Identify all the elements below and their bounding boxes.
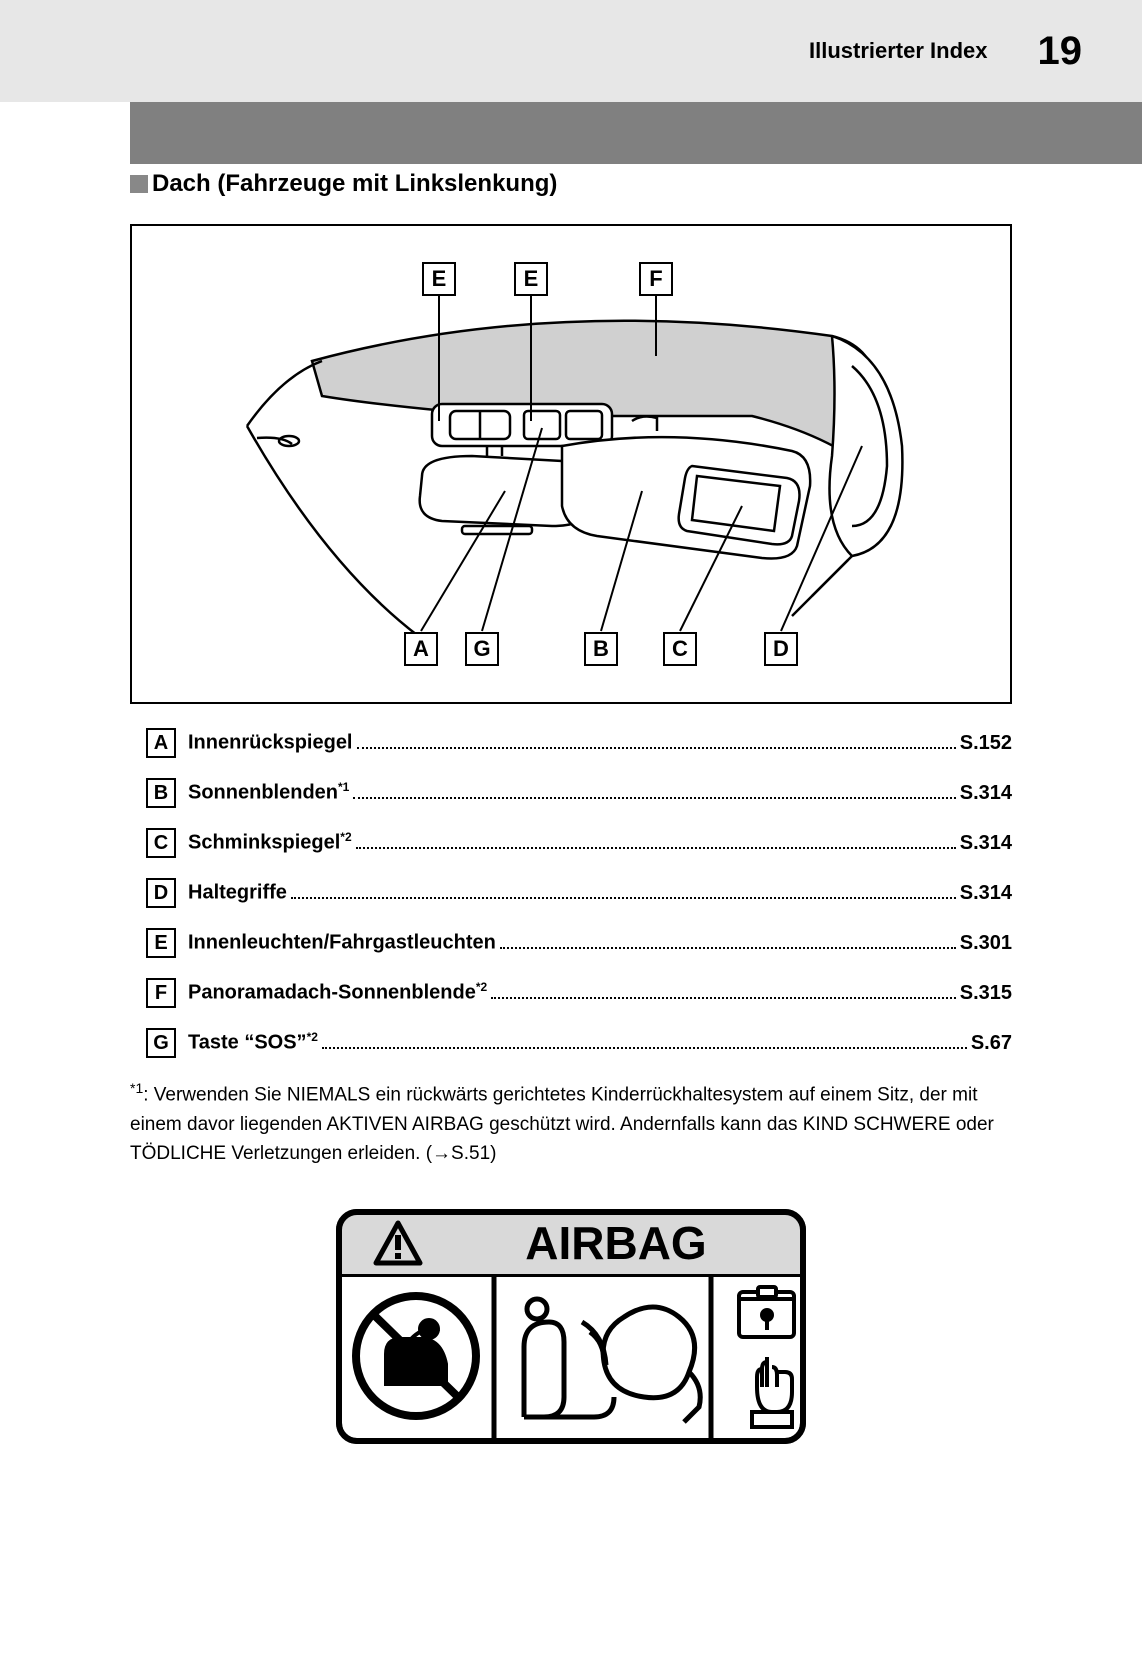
footnote-text-2: S.51) <box>451 1143 496 1164</box>
index-label: Sonnenblenden*1 <box>188 780 349 805</box>
index-page: S.67 <box>971 1032 1012 1055</box>
index-label: Innenrückspiegel <box>188 730 353 755</box>
index-row: F Panoramadach-Sonnenblende*2 S.315 <box>130 978 1012 1008</box>
callout-C: C <box>663 632 697 666</box>
index-letter: E <box>146 928 176 958</box>
index-page: S.314 <box>960 882 1012 905</box>
footnote-text-1: : Verwenden Sie NIEMALS ein rückwärts ge… <box>130 1084 994 1164</box>
index-page: S.152 <box>960 732 1012 755</box>
index-label: Taste “SOS”*2 <box>188 1030 318 1055</box>
leader-dots <box>491 979 956 999</box>
airbag-warning-svg: AIRBAG <box>336 1209 806 1444</box>
index-page: S.315 <box>960 982 1012 1005</box>
index-letter: F <box>146 978 176 1008</box>
footnote-marker: *1 <box>130 1080 143 1096</box>
airbag-title-text: AIRBAG <box>525 1217 706 1269</box>
page-content: Dach (Fahrzeuge mit Linkslenkung) <box>130 164 1012 1444</box>
leader-dots <box>357 729 956 749</box>
index-label: Panoramadach-Sonnenblende*2 <box>188 980 487 1005</box>
leader-dots <box>322 1029 967 1049</box>
index-letter: D <box>146 878 176 908</box>
index-row: C Schminkspiegel*2 S.314 <box>130 828 1012 858</box>
leader-dots <box>291 879 956 899</box>
callout-E-2: E <box>514 262 548 296</box>
leader-dots <box>356 829 956 849</box>
heading-square-icon <box>130 175 148 193</box>
index-letter: G <box>146 1028 176 1058</box>
footnote: *1: Verwenden Sie NIEMALS ein rückwärts … <box>130 1078 1012 1169</box>
header-section-title: Illustrierter Index <box>809 38 988 64</box>
index-letter: C <box>146 828 176 858</box>
airbag-warning-label: AIRBAG <box>336 1209 806 1444</box>
gray-bar-notch <box>0 102 130 164</box>
index-label: Innenleuchten/Fahrgastleuchten <box>188 930 496 955</box>
callout-D: D <box>764 632 798 666</box>
leader-dots <box>500 929 956 949</box>
page-header: Illustrierter Index 19 <box>0 0 1142 102</box>
footnote-arrow: → <box>432 1143 451 1164</box>
callout-E-1: E <box>422 262 456 296</box>
leader-dots <box>353 779 955 799</box>
index-list: A Innenrückspiegel S.152 B Sonnenblenden… <box>130 728 1012 1058</box>
callout-A: A <box>404 632 438 666</box>
index-label: Schminkspiegel*2 <box>188 830 352 855</box>
index-row: A Innenrückspiegel S.152 <box>130 728 1012 758</box>
callout-F: F <box>639 262 673 296</box>
callout-B: B <box>584 632 618 666</box>
index-row: D Haltegriffe S.314 <box>130 878 1012 908</box>
index-page: S.314 <box>960 782 1012 805</box>
index-page: S.314 <box>960 832 1012 855</box>
gray-divider-bar <box>0 102 1142 164</box>
callout-G: G <box>465 632 499 666</box>
index-page: S.301 <box>960 932 1012 955</box>
section-heading: Dach (Fahrzeuge mit Linkslenkung) <box>130 170 1012 198</box>
roof-diagram: E E F A G B C D <box>130 224 1012 704</box>
roof-diagram-svg <box>132 226 1010 702</box>
index-letter: A <box>146 728 176 758</box>
index-row: B Sonnenblenden*1 S.314 <box>130 778 1012 808</box>
index-row: E Innenleuchten/Fahrgastleuchten S.301 <box>130 928 1012 958</box>
section-heading-text: Dach (Fahrzeuge mit Linkslenkung) <box>152 170 557 198</box>
index-letter: B <box>146 778 176 808</box>
index-row: G Taste “SOS”*2 S.67 <box>130 1028 1012 1058</box>
index-label: Haltegriffe <box>188 880 287 905</box>
page-number: 19 <box>1038 29 1083 74</box>
